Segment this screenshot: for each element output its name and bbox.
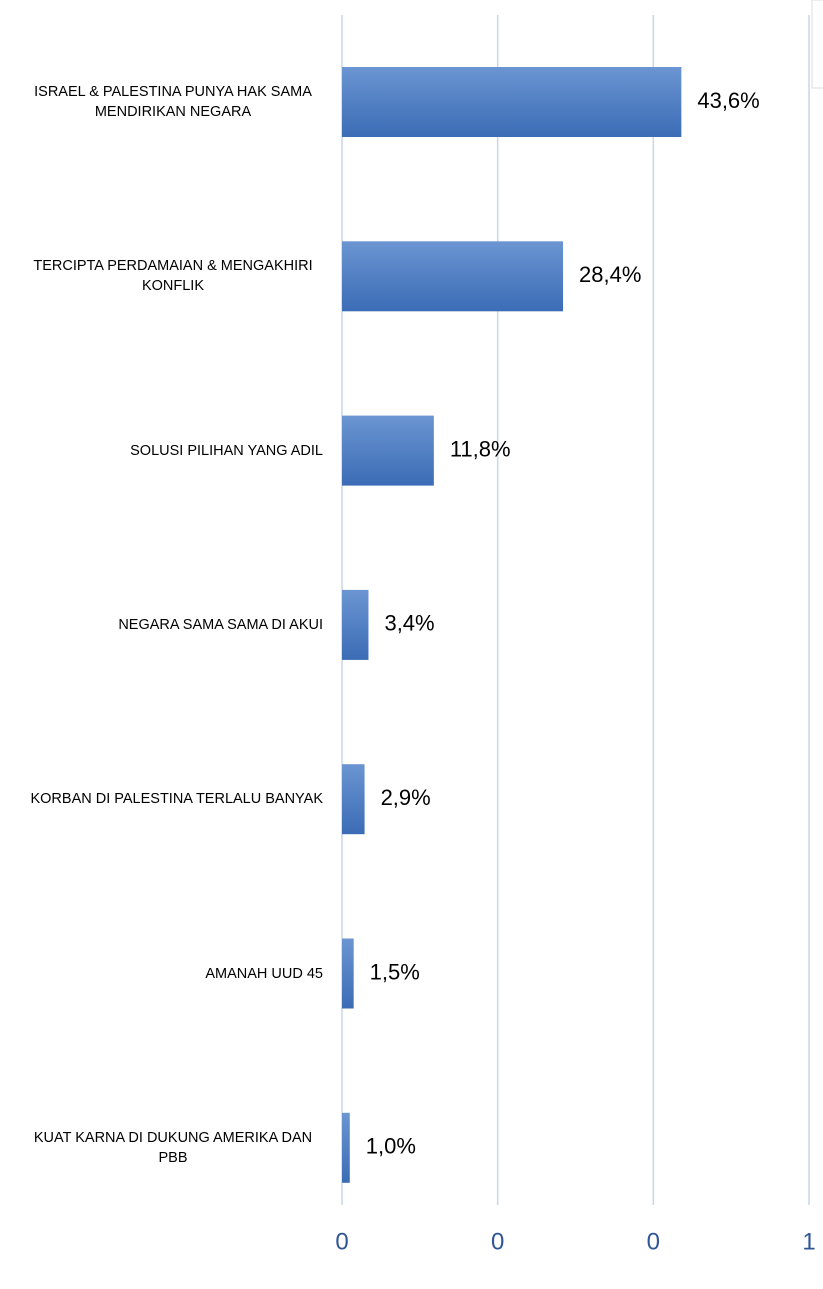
category-label-box: SOLUSI PILIHAN YANG ADIL (13, 441, 323, 461)
data-label: 1,0% (366, 1134, 416, 1159)
bar (342, 1112, 350, 1183)
data-label: 43,6% (697, 88, 759, 113)
y-tick-label: KORBAN DI PALESTINA TERLALU BANYAK (30, 791, 323, 808)
x-tick-label: 0 (491, 1228, 504, 1255)
bar (342, 589, 369, 660)
legend-fragment (811, 0, 823, 89)
data-label: 2,9% (381, 785, 431, 810)
category-label-box: AMANAH UUD 45 (13, 964, 323, 984)
x-tick-label: 0 (647, 1228, 660, 1255)
y-tick-label: ISRAEL & PALESTINA PUNYA HAK SAMA MENDIR… (34, 84, 312, 120)
bar (342, 764, 365, 835)
y-tick-label: SOLUSI PILIHAN YANG ADIL (130, 442, 323, 459)
category-label-box: ISRAEL & PALESTINA PUNYA HAK SAMA MENDIR… (13, 82, 323, 122)
data-label: 3,4% (384, 611, 434, 636)
y-tick-label: KUAT KARNA DI DUKUNG AMERIKA DAN PBB (33, 1129, 313, 1166)
category-label-box: NEGARA SAMA SAMA DI AKUI (13, 615, 323, 635)
data-label: 1,5% (370, 959, 420, 984)
bar (342, 241, 564, 312)
category-label-box: TERCIPTA PERDAMAIAN & MENGAKHIRI KONFLIK (13, 256, 323, 296)
x-tick-label: 0 (335, 1228, 348, 1255)
y-tick-label: NEGARA SAMA SAMA DI AKUI (118, 616, 323, 633)
bar (342, 938, 354, 1009)
bar (342, 67, 682, 137)
y-tick-label: AMANAH UUD 45 (205, 965, 323, 982)
x-tick-label: 1 (802, 1228, 815, 1255)
bar (342, 415, 434, 486)
category-label-box: KUAT KARNA DI DUKUNG AMERIKA DAN PBB (13, 1128, 323, 1168)
data-label: 28,4% (579, 262, 641, 287)
data-label: 11,8% (450, 436, 511, 461)
category-label-box: KORBAN DI PALESTINA TERLALU BANYAK (13, 789, 323, 809)
y-tick-label: TERCIPTA PERDAMAIAN & MENGAKHIRI KONFLIK (33, 258, 313, 295)
